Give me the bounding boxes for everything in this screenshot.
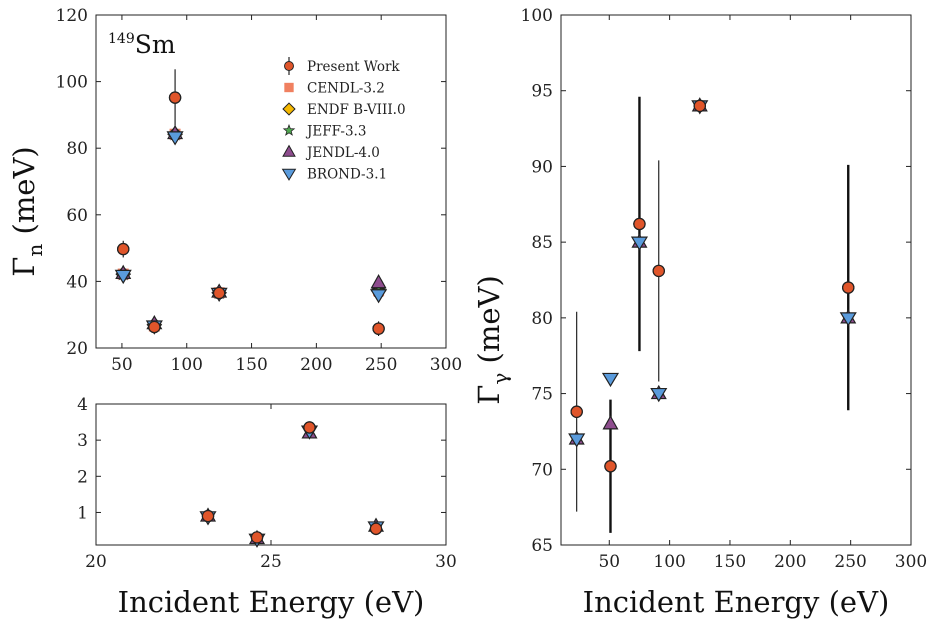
legend-marker-jendl bbox=[282, 144, 296, 157]
present-point bbox=[652, 264, 665, 278]
present-point bbox=[372, 322, 385, 335]
legend-label: BROND-3.1 bbox=[307, 167, 387, 183]
y-axis-label-unit: (meV) bbox=[472, 275, 506, 372]
top-left-plot: 50 100 150 200 250 300 20 40 60 80 100 120 Γn (meV) 1… bbox=[7, 6, 462, 375]
x-tick-label: 200 bbox=[300, 355, 332, 375]
plot-frame bbox=[95, 14, 447, 349]
y-tick-label: 3 bbox=[77, 431, 88, 451]
x-tick-label: 300 bbox=[430, 355, 462, 375]
y-axis-label-unit: (meV) bbox=[7, 146, 41, 243]
x-tick-label: 250 bbox=[365, 355, 397, 375]
legend-marker-cendl bbox=[284, 82, 294, 93]
y-tick-label: 85 bbox=[531, 233, 553, 253]
x-tick-label: 200 bbox=[774, 552, 806, 572]
present-point bbox=[148, 320, 161, 334]
y-tick-label: 4 bbox=[77, 395, 88, 415]
legend-marker-present bbox=[284, 61, 294, 71]
present-point bbox=[570, 405, 583, 418]
y-tick-label: 90 bbox=[531, 157, 553, 177]
present-point bbox=[201, 509, 215, 523]
y-tick-label: 80 bbox=[66, 139, 88, 159]
present-point bbox=[117, 242, 130, 256]
legend-label: JEFF-3.3 bbox=[305, 124, 366, 140]
y-tick-label: 20 bbox=[66, 339, 88, 359]
x-tick-label: 50 bbox=[111, 355, 133, 375]
x-axis-label: Incident Energy (eV) bbox=[118, 585, 425, 619]
y-tick-label: 80 bbox=[531, 309, 553, 329]
brond-point bbox=[166, 131, 184, 146]
brond-point bbox=[114, 269, 132, 285]
bottom-left-plot: 20 25 30 1 2 3 4 Incident Energy (eV) bbox=[77, 395, 457, 619]
legend-label: ENDF B-VIII.0 bbox=[307, 102, 406, 118]
x-axis-label: Incident Energy (eV) bbox=[583, 585, 890, 619]
present-point bbox=[633, 217, 646, 231]
present-point bbox=[303, 421, 316, 434]
y-tick-label: 95 bbox=[531, 82, 553, 102]
plot-frame bbox=[560, 14, 912, 546]
x-tick-label: 100 bbox=[171, 355, 203, 375]
jendl-point bbox=[602, 415, 619, 430]
isotope-symbol: Sm bbox=[135, 30, 176, 59]
x-tick-label: 20 bbox=[85, 552, 107, 572]
jendl-point bbox=[370, 274, 387, 289]
x-tick-label: 25 bbox=[260, 552, 282, 572]
x-tick-label: 150 bbox=[235, 355, 267, 375]
x-tick-label: 30 bbox=[435, 552, 457, 572]
y-tick-label: 2 bbox=[77, 467, 88, 487]
present-point bbox=[604, 460, 617, 473]
y-tick-label: 40 bbox=[66, 272, 88, 292]
brond-point bbox=[839, 312, 857, 327]
y-axis-label: Γγ (meV) bbox=[472, 275, 512, 405]
y-axis-label-main: Γ bbox=[472, 385, 506, 405]
present-point bbox=[250, 531, 264, 544]
isotope-mass: 149 bbox=[108, 31, 135, 47]
present-point bbox=[168, 91, 182, 104]
y-tick-label: 75 bbox=[531, 385, 553, 405]
present-point bbox=[693, 99, 706, 113]
legend-marker-jeff bbox=[282, 123, 296, 136]
legend-label: JENDL-4.0 bbox=[305, 145, 380, 161]
right-plot: 50 100 150 200 250 300 65 70 75 80 85 90 95 100 Γγ (me… bbox=[472, 6, 927, 619]
x-tick-label: 300 bbox=[895, 552, 927, 572]
y-axis-label-sub: n bbox=[23, 244, 47, 257]
legend-marker bbox=[284, 61, 294, 71]
y-tick-label: 100 bbox=[521, 6, 553, 26]
x-tick-label: 100 bbox=[653, 552, 685, 572]
y-tick-label: 100 bbox=[56, 73, 88, 93]
brond-point bbox=[370, 289, 388, 304]
legend-marker bbox=[284, 82, 294, 93]
present-point bbox=[369, 522, 383, 535]
x-tick-label: 250 bbox=[834, 552, 866, 572]
legend-label: CENDL-3.2 bbox=[307, 81, 385, 97]
legend-marker bbox=[282, 123, 296, 136]
legend-marker bbox=[281, 168, 297, 181]
brond-point bbox=[601, 372, 620, 388]
y-tick-label: 65 bbox=[531, 536, 553, 556]
x-tick-label: 150 bbox=[714, 552, 746, 572]
brond-point bbox=[650, 387, 668, 403]
present-point bbox=[842, 281, 855, 294]
legend-label: Present Work bbox=[307, 59, 400, 75]
y-tick-label: 70 bbox=[531, 460, 553, 480]
y-axis-label-sub: γ bbox=[488, 373, 512, 385]
isotope-label: 149Sm bbox=[108, 30, 176, 59]
brond-point bbox=[568, 433, 586, 448]
legend-marker bbox=[282, 144, 296, 157]
plot-frame bbox=[95, 403, 447, 546]
y-tick-label: 1 bbox=[77, 503, 88, 523]
x-tick-label: 50 bbox=[598, 552, 620, 572]
y-axis-label: Γn (meV) bbox=[7, 146, 47, 276]
legend-marker bbox=[282, 102, 296, 116]
brond-point bbox=[630, 236, 649, 251]
y-axis-label-main: Γ bbox=[7, 257, 41, 277]
y-tick-label: 120 bbox=[56, 6, 88, 26]
present-point bbox=[212, 286, 226, 300]
legend-marker-brond bbox=[281, 168, 297, 181]
y-tick-label: 60 bbox=[66, 206, 88, 226]
legend-marker-endf bbox=[282, 102, 296, 116]
